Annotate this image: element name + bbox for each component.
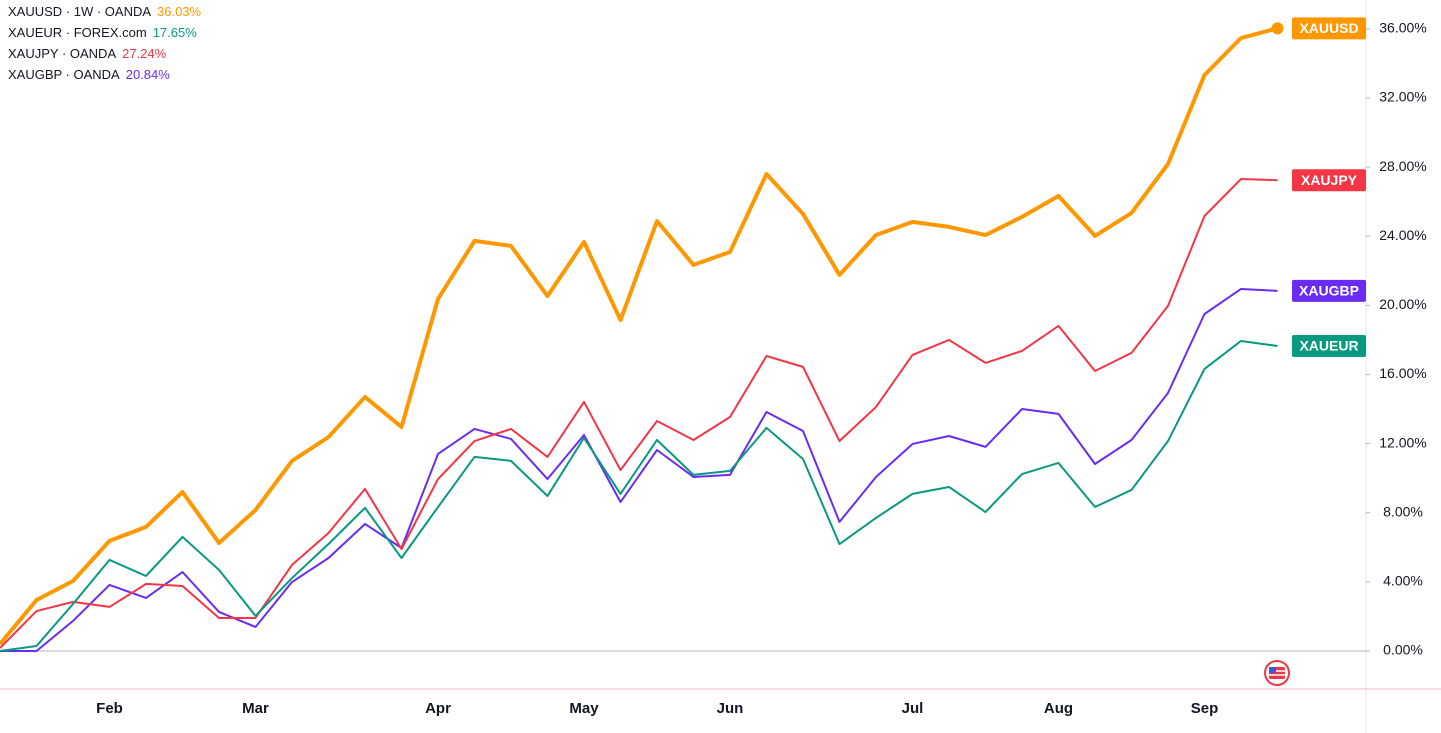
y-tick-label: 8.00% bbox=[1383, 503, 1423, 519]
price-badge-label: XAUUSD bbox=[1299, 20, 1358, 36]
y-tick-label: 4.00% bbox=[1383, 573, 1423, 589]
x-tick-label: Feb bbox=[96, 700, 123, 717]
x-tick-label: Jun bbox=[717, 700, 744, 717]
price-badge bbox=[1292, 279, 1366, 302]
y-tick-label: 12.00% bbox=[1379, 434, 1426, 450]
series-line bbox=[0, 287, 1278, 652]
y-tick-label: 28.00% bbox=[1379, 158, 1426, 174]
legend-label: XAUUSD · 1W · OANDA bbox=[8, 4, 151, 19]
y-tick-label: 20.00% bbox=[1379, 296, 1426, 312]
currency-flag bbox=[1264, 660, 1290, 686]
legend-entry: XAUUSD · 1W · OANDA 36.03% bbox=[8, 4, 202, 19]
x-tick-label: Apr bbox=[425, 700, 451, 717]
x-tick-label: Jul bbox=[902, 700, 924, 717]
price-badge bbox=[1292, 17, 1366, 40]
series-line bbox=[0, 339, 1278, 652]
legend-entry: XAUEUR · FOREX.com 17.65% bbox=[8, 25, 197, 40]
y-tick-label: 0.00% bbox=[1383, 642, 1423, 658]
y-tick-label: 16.00% bbox=[1379, 365, 1426, 381]
price-badge bbox=[1292, 334, 1366, 357]
price-badge-label: XAUJPY bbox=[1301, 172, 1358, 188]
legend-label: XAUGBP · OANDA bbox=[8, 67, 120, 82]
x-tick-label: Mar bbox=[242, 700, 269, 717]
price-badge-label: XAUGBP bbox=[1299, 283, 1359, 299]
series-line bbox=[0, 178, 1278, 649]
legend-value: 17.65% bbox=[153, 25, 198, 40]
x-tick-label: Sep bbox=[1191, 700, 1219, 717]
legend-value: 20.84% bbox=[126, 67, 171, 82]
end-dot bbox=[1271, 22, 1284, 35]
legend-label: XAUEUR · FOREX.com bbox=[8, 25, 147, 40]
price-badge bbox=[1292, 169, 1366, 192]
y-tick-label: 32.00% bbox=[1379, 89, 1426, 105]
series-line bbox=[0, 26, 1279, 646]
y-tick-label: 36.00% bbox=[1379, 20, 1426, 36]
legend-label: XAUJPY · OANDA bbox=[8, 46, 116, 61]
price-badge-label: XAUEUR bbox=[1299, 338, 1358, 354]
legend-entry: XAUGBP · OANDA 20.84% bbox=[8, 67, 170, 82]
legend-value: 27.24% bbox=[122, 46, 167, 61]
x-tick-label: Aug bbox=[1044, 700, 1073, 717]
y-tick-label: 24.00% bbox=[1379, 227, 1426, 243]
x-tick-label: May bbox=[569, 700, 599, 717]
legend-value: 36.03% bbox=[157, 4, 202, 19]
legend-entry: XAUJPY · OANDA 27.24% bbox=[8, 46, 167, 61]
